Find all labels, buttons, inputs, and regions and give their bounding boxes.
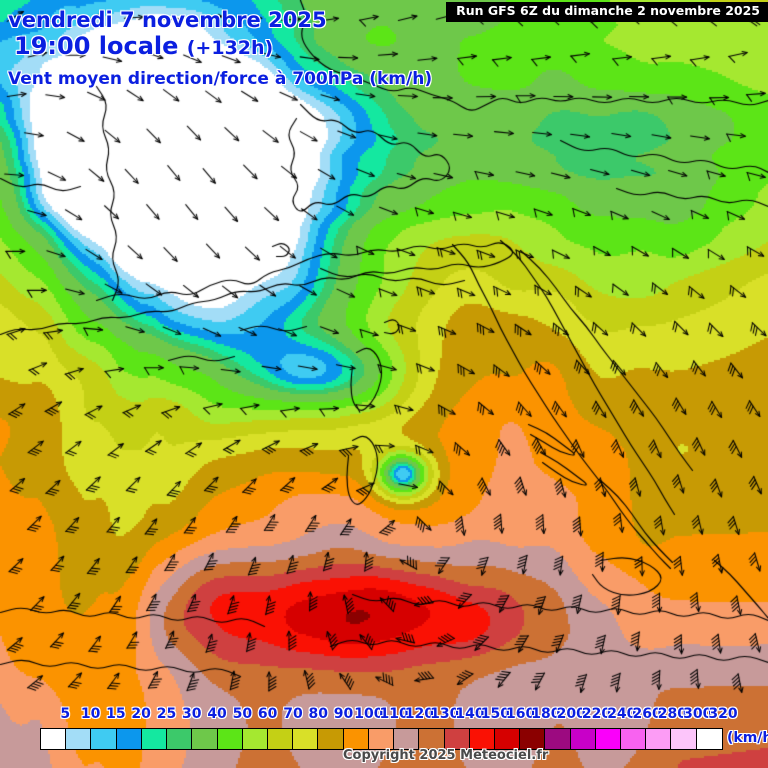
legend-swatch: [671, 729, 697, 749]
forecast-time-label: 19:00 locale (+132h): [14, 32, 274, 61]
legend-tick: 50: [232, 706, 253, 722]
forecast-time-value: 19:00 locale: [14, 32, 187, 61]
legend-tick: 120: [404, 706, 435, 722]
legend-tick: 200: [556, 706, 586, 722]
legend-tick: 240: [607, 706, 637, 722]
legend-tick: 140: [455, 706, 485, 722]
color-scale-legend: 5 10 15 20 25 30 40 50 60 70 80 90 100 110 120 130 140 15…: [0, 706, 768, 768]
legend-tick: 220: [581, 706, 612, 722]
legend-tick: 70: [283, 706, 303, 722]
legend-swatch: [368, 729, 395, 749]
legend-swatch: [217, 729, 243, 749]
legend-tick: 130: [430, 706, 460, 722]
legend-tick: 5: [60, 706, 71, 722]
legend-swatch: [141, 729, 168, 749]
legend-swatch: [469, 729, 495, 749]
legend-swatch: [419, 729, 445, 749]
legend-tick: 90: [333, 706, 354, 722]
legend-swatch: [66, 729, 92, 749]
model-run-badge: Run GFS 6Z du dimanche 2 novembre 2025: [446, 2, 768, 22]
legend-tick: 100: [354, 706, 384, 722]
legend-swatch: [91, 729, 117, 749]
legend-swatch: [545, 729, 571, 749]
legend-tick: 160: [506, 706, 536, 722]
legend-swatch: [394, 729, 420, 749]
legend-color-bar[interactable]: [40, 728, 723, 750]
legend-swatch: [646, 729, 672, 749]
legend-swatch: [494, 729, 521, 749]
legend-tick: 30: [182, 706, 202, 722]
legend-swatch: [520, 729, 546, 749]
legend-swatch: [318, 729, 344, 749]
legend-tick: 180: [531, 706, 561, 722]
legend-tick: 15: [106, 706, 126, 722]
legend-swatch: [343, 729, 369, 749]
legend-swatch: [595, 729, 622, 749]
legend-tick: 80: [308, 706, 328, 722]
legend-swatch: [621, 729, 647, 749]
legend-tick: 320: [708, 706, 738, 722]
legend-tick: 10: [80, 706, 101, 722]
legend-tick: 260: [632, 706, 662, 722]
legend-tick-labels: 5 10 15 20 25 30 40 50 60 70 80 90 100 110 120 130 140 15…: [0, 706, 768, 728]
legend-tick: 300: [683, 706, 713, 722]
legend-tick: 25: [156, 706, 177, 722]
legend-unit-label: (km/h): [727, 730, 768, 746]
legend-swatch: [192, 729, 218, 749]
legend-swatch: [267, 729, 294, 749]
legend-tick: 150: [480, 706, 510, 722]
legend-swatch: [41, 729, 67, 749]
legend-tick: 60: [257, 706, 278, 722]
legend-tick: 280: [657, 706, 688, 722]
legend-tick: 110: [379, 706, 409, 722]
legend-swatch: [696, 729, 722, 749]
legend-swatch: [167, 729, 193, 749]
legend-swatch: [242, 729, 268, 749]
legend-tick: 20: [131, 706, 151, 722]
legend-swatch: [570, 729, 596, 749]
legend-tick: 40: [207, 706, 227, 722]
legend-swatch: [116, 729, 142, 749]
forecast-date-label: vendredi 7 novembre 2025: [8, 8, 327, 33]
legend-swatch: [444, 729, 470, 749]
forecast-offset-value: (+132h): [186, 37, 274, 60]
copyright-label: Copyright 2025 Meteociel.fr: [343, 748, 549, 763]
parameter-label: Vent moyen direction/force à 700hPa (km/…: [8, 69, 433, 90]
legend-swatch: [293, 729, 319, 749]
